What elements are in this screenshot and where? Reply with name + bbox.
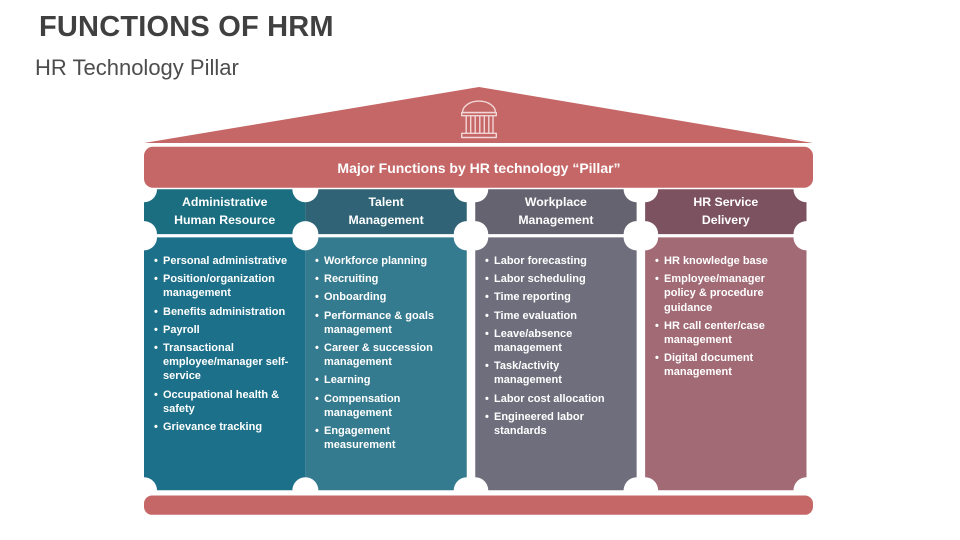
svg-text:Management: Management — [518, 213, 593, 227]
svg-text:Workplace: Workplace — [525, 195, 587, 209]
svg-text:Human Resource: Human Resource — [174, 213, 275, 227]
svg-text:Major Functions by HR technolo: Major Functions by HR technology “Pillar… — [337, 160, 620, 176]
svg-text:Management: Management — [349, 213, 424, 227]
svg-text:HR Service: HR Service — [693, 195, 758, 209]
svg-text:Delivery: Delivery — [702, 213, 750, 227]
svg-text:Administrative: Administrative — [182, 195, 268, 209]
svg-text:Talent: Talent — [368, 195, 403, 209]
